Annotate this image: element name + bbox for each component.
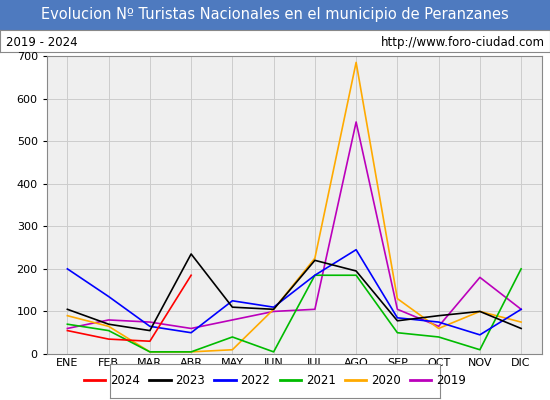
Legend: 2024, 2023, 2022, 2021, 2020, 2019: 2024, 2023, 2022, 2021, 2020, 2019 [79, 370, 471, 392]
Text: 2019 - 2024: 2019 - 2024 [6, 36, 77, 49]
Text: Evolucion Nº Turistas Nacionales en el municipio de Peranzanes: Evolucion Nº Turistas Nacionales en el m… [41, 8, 509, 22]
Text: http://www.foro-ciudad.com: http://www.foro-ciudad.com [381, 36, 544, 49]
